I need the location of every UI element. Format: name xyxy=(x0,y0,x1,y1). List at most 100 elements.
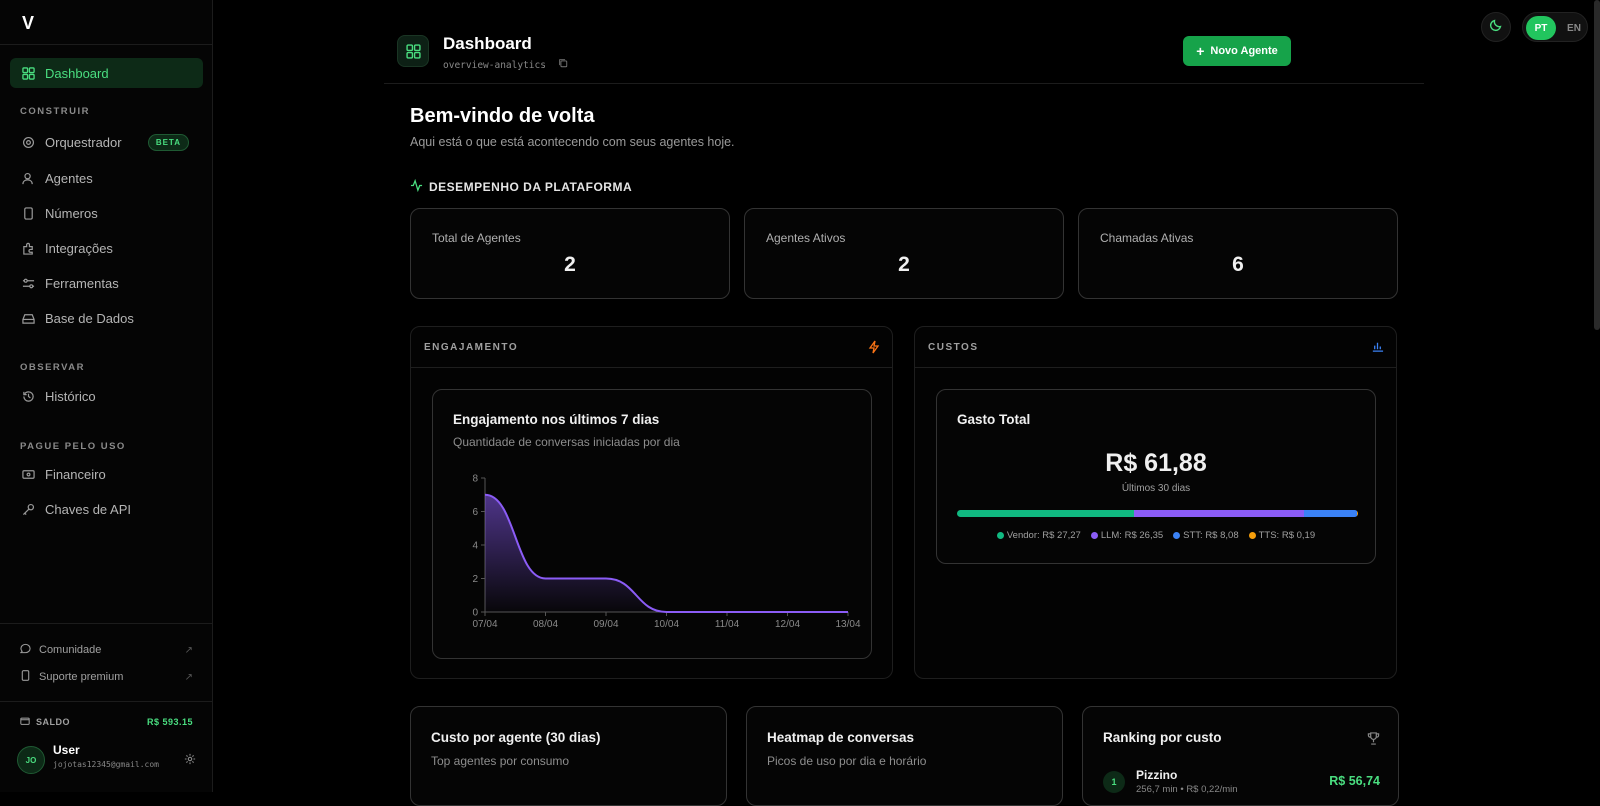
wallet-icon xyxy=(21,467,35,481)
stat-label: Total de Agentes xyxy=(432,231,521,245)
footer-link-label: Comunidade xyxy=(39,644,101,656)
section-label-construir: CONSTRUIR xyxy=(20,106,90,117)
sidebar-item-label: Dashboard xyxy=(45,66,109,81)
rank-item-details: 256,7 min • R$ 0,22/min xyxy=(1136,784,1238,795)
stat-value: 2 xyxy=(745,253,1063,277)
card-title: Ranking por custo xyxy=(1103,730,1222,745)
rank-number: 1 xyxy=(1103,771,1125,793)
sidebar-item-label: Financeiro xyxy=(45,467,106,482)
sidebar-item-chaves-de-api[interactable]: Chaves de API xyxy=(10,494,203,524)
lightning-icon xyxy=(868,340,880,359)
legend-dot xyxy=(1173,532,1180,539)
panel-title: ENGAJAMENTO xyxy=(424,342,518,353)
footer-link-label: Suporte premium xyxy=(39,671,123,683)
cost-segment-1 xyxy=(1134,510,1305,517)
y-tick-label: 6 xyxy=(472,507,478,518)
legend-dot xyxy=(997,532,1004,539)
chart-title: Engajamento nos últimos 7 dias xyxy=(453,412,659,427)
x-tick-label: 07/04 xyxy=(472,619,497,630)
footer-link-suporte[interactable]: Suporte premium ↗ xyxy=(20,670,193,684)
sidebar-item-base-de-dados[interactable]: Base de Dados xyxy=(10,303,203,333)
key-icon xyxy=(21,502,35,516)
engagement-area-fill xyxy=(485,495,848,612)
gear-icon xyxy=(21,135,35,149)
language-option-pt[interactable]: PT xyxy=(1526,16,1556,40)
cost-per-agent-card: Custo por agente (30 dias) Top agentes p… xyxy=(410,706,727,806)
stat-value: 6 xyxy=(1079,253,1397,277)
section-label-observar: OBSERVAR xyxy=(20,362,85,373)
new-agent-label: Novo Agente xyxy=(1210,45,1277,57)
balance-value: R$ 593.15 xyxy=(147,717,193,727)
rank-item-name[interactable]: Pizzino xyxy=(1136,768,1177,782)
user-name: User xyxy=(53,743,80,757)
sliders-icon xyxy=(21,276,35,290)
stat-card-chamadas-ativas: Chamadas Ativas 6 xyxy=(1078,208,1398,299)
balance-label: SALDO xyxy=(36,717,70,727)
sidebar-item-historico[interactable]: Histórico xyxy=(10,381,203,411)
stat-card-total-agentes: Total de Agentes 2 xyxy=(410,208,730,299)
y-tick-label: 2 xyxy=(472,574,478,585)
x-tick-label: 09/04 xyxy=(593,619,618,630)
sidebar-item-financeiro[interactable]: Financeiro xyxy=(10,459,203,489)
cost-segment-2 xyxy=(1304,510,1356,517)
page-scrollbar[interactable] xyxy=(1594,0,1600,330)
total-spend-card: Gasto Total R$ 61,88 Últimos 30 dias Ven… xyxy=(936,389,1376,564)
copy-icon[interactable] xyxy=(558,60,568,71)
cost-legend: Vendor: R$ 27,27 LLM: R$ 26,35 STT: R$ 8… xyxy=(937,530,1375,541)
stat-label: Chamadas Ativas xyxy=(1100,231,1193,245)
sidebar-item-integracoes[interactable]: Integrações xyxy=(10,233,203,263)
page-slug-text: overview-analytics xyxy=(443,60,546,71)
legend-item-vendor: Vendor: R$ 27,27 xyxy=(997,530,1081,541)
panel-header: CUSTOS xyxy=(915,327,1396,368)
sidebar-item-orquestrador[interactable]: Orquestrador BETA xyxy=(10,127,203,157)
sidebar-item-label: Agentes xyxy=(45,171,93,186)
bar-chart-icon xyxy=(1371,340,1384,358)
sidebar-item-ferramentas[interactable]: Ferramentas xyxy=(10,268,203,298)
chat-icon xyxy=(20,643,32,657)
heatmap-card: Heatmap de conversas Picos de uso por di… xyxy=(746,706,1063,806)
section-label-pague-pelo-uso: PAGUE PELO USO xyxy=(20,441,126,452)
app-logo[interactable]: V xyxy=(22,13,34,34)
legend-item-llm: LLM: R$ 26,35 xyxy=(1091,530,1163,541)
costs-panel: CUSTOS Gasto Total R$ 61,88 Últimos 30 d… xyxy=(914,326,1397,679)
engagement-panel: ENGAJAMENTO Engajamento nos últimos 7 di… xyxy=(410,326,893,679)
performance-label: DESEMPENHO DA PLATAFORMA xyxy=(429,180,632,194)
stat-label: Agentes Ativos xyxy=(766,231,845,245)
database-icon xyxy=(21,311,35,325)
x-tick-label: 12/04 xyxy=(775,619,800,630)
divider xyxy=(0,44,213,45)
sidebar-item-agentes[interactable]: Agentes xyxy=(10,163,203,193)
x-tick-label: 10/04 xyxy=(654,619,679,630)
stat-value: 2 xyxy=(411,253,729,277)
card-subtitle: Picos de uso por dia e horário xyxy=(767,754,926,768)
language-option-en[interactable]: EN xyxy=(1561,16,1587,40)
user-email: jojotas12345@gmail.com xyxy=(53,760,159,769)
new-agent-button[interactable]: + Novo Agente xyxy=(1183,36,1291,66)
footer-link-comunidade[interactable]: Comunidade ↗ xyxy=(20,643,193,657)
x-tick-label: 08/04 xyxy=(533,619,558,630)
sidebar-item-label: Orquestrador xyxy=(45,135,122,150)
settings-gear-icon[interactable] xyxy=(184,752,196,770)
theme-toggle-button[interactable] xyxy=(1481,12,1511,42)
card-subtitle: Top agentes por consumo xyxy=(431,754,569,768)
divider xyxy=(0,623,213,624)
divider xyxy=(0,701,213,702)
puzzle-icon xyxy=(21,241,35,255)
total-spend-value: R$ 61,88 xyxy=(937,449,1375,478)
history-icon xyxy=(21,389,35,403)
sidebar-item-label: Ferramentas xyxy=(45,276,119,291)
avatar[interactable]: JO xyxy=(17,746,45,774)
language-switch: PT EN xyxy=(1522,12,1588,42)
welcome-title: Bem-vindo de volta xyxy=(410,105,594,128)
phone-icon xyxy=(20,670,32,684)
dashboard-icon xyxy=(397,35,429,67)
sidebar-item-numeros[interactable]: Números xyxy=(10,198,203,228)
sidebar-item-label: Base de Dados xyxy=(45,311,134,326)
sidebar: V Dashboard CONSTRUIR Orquestrador BETA … xyxy=(0,0,213,792)
engagement-chart-card: Engajamento nos últimos 7 dias Quantidad… xyxy=(432,389,872,659)
grid-icon xyxy=(21,66,35,80)
panel-title: CUSTOS xyxy=(928,342,979,353)
legend-item-stt: STT: R$ 8,08 xyxy=(1173,530,1238,541)
sidebar-item-dashboard[interactable]: Dashboard xyxy=(10,58,203,88)
